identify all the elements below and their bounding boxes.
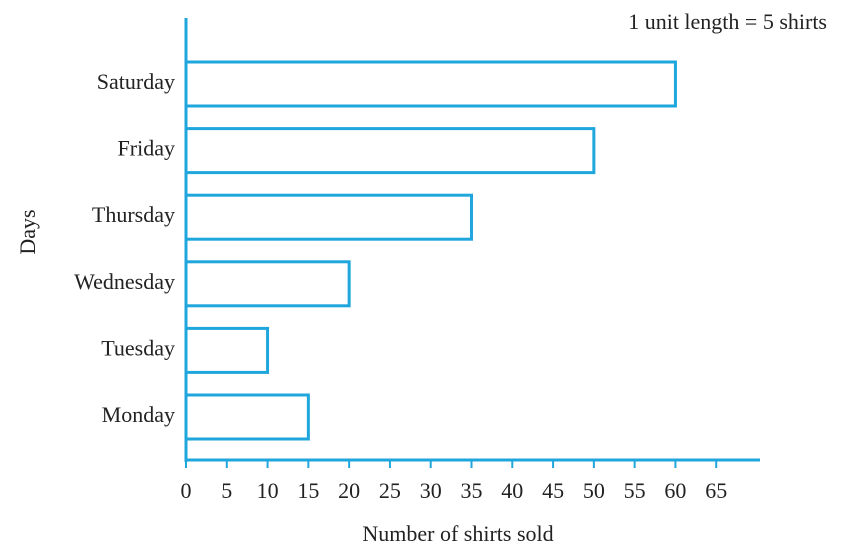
y-tick-label: Saturday	[97, 69, 175, 94]
y-tick-label: Tuesday	[101, 335, 175, 360]
x-tick-label: 20	[338, 478, 360, 503]
x-tick-label: 35	[461, 478, 483, 503]
annotation: 1 unit length = 5 shirts	[628, 9, 827, 34]
y-tick-label: Friday	[118, 136, 175, 161]
x-tick-label: 10	[257, 478, 279, 503]
x-tick-label: 65	[705, 478, 727, 503]
bar	[184, 393, 310, 441]
bar	[184, 127, 596, 175]
x-tick-label: 0	[181, 478, 192, 503]
x-tick-label: 30	[420, 478, 442, 503]
bar	[184, 326, 270, 374]
bar	[184, 260, 351, 308]
bar	[184, 193, 473, 241]
y-tick-label: Monday	[102, 402, 175, 427]
x-tick-label: 55	[624, 478, 646, 503]
x-tick-label: 5	[221, 478, 232, 503]
x-tick-label: 45	[542, 478, 564, 503]
x-tick-label: 15	[297, 478, 319, 503]
bar	[184, 60, 677, 108]
x-tick-label: 25	[379, 478, 401, 503]
y-tick-label: Thursday	[92, 202, 175, 227]
y-axis-label: Days	[15, 209, 40, 254]
x-tick-label: 60	[664, 478, 686, 503]
y-tick-label: Wednesday	[74, 269, 175, 294]
x-tick-label: 50	[583, 478, 605, 503]
x-tick-label: 40	[501, 478, 523, 503]
x-axis-label: Number of shirts sold	[362, 521, 553, 546]
